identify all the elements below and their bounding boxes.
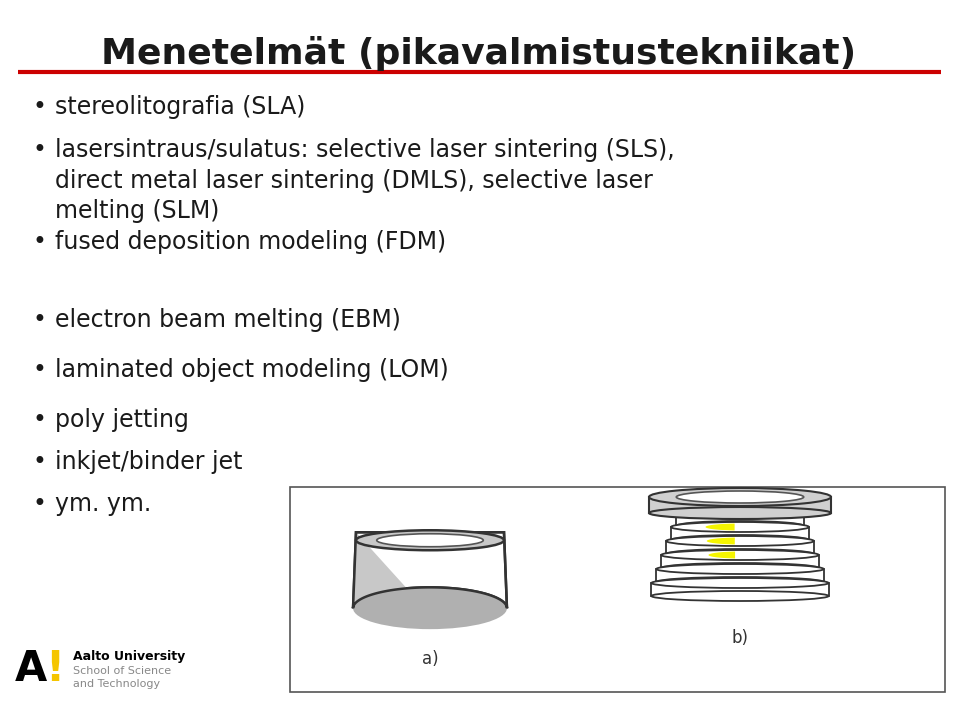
Ellipse shape — [651, 578, 829, 588]
Text: •: • — [32, 450, 46, 474]
Text: •: • — [32, 230, 46, 254]
Polygon shape — [671, 527, 809, 540]
Polygon shape — [662, 555, 819, 568]
Polygon shape — [353, 532, 465, 609]
Text: Menetelmät (pikavalmistustekniikat): Menetelmät (pikavalmistustekniikat) — [102, 36, 856, 71]
Ellipse shape — [656, 577, 824, 587]
Polygon shape — [667, 541, 814, 554]
Polygon shape — [353, 532, 507, 609]
Text: b): b) — [732, 629, 749, 647]
Text: ym. ym.: ym. ym. — [55, 492, 152, 516]
Ellipse shape — [651, 591, 829, 601]
Polygon shape — [706, 523, 735, 531]
Text: poly jetting: poly jetting — [55, 408, 189, 432]
Ellipse shape — [671, 522, 809, 532]
Ellipse shape — [676, 491, 804, 503]
Ellipse shape — [667, 549, 814, 559]
Text: •: • — [32, 95, 46, 119]
Ellipse shape — [656, 564, 824, 574]
Text: electron beam melting (EBM): electron beam melting (EBM) — [55, 308, 401, 332]
Text: fused deposition modeling (FDM): fused deposition modeling (FDM) — [55, 230, 446, 254]
Text: laminated object modeling (LOM): laminated object modeling (LOM) — [55, 358, 449, 382]
Text: a): a) — [422, 650, 438, 668]
Text: inkjet/binder jet: inkjet/binder jet — [55, 450, 243, 474]
Text: •: • — [32, 308, 46, 332]
Polygon shape — [649, 497, 831, 513]
Ellipse shape — [662, 563, 819, 573]
Polygon shape — [707, 538, 735, 544]
Text: A: A — [15, 648, 47, 690]
Text: Aalto University: Aalto University — [73, 650, 185, 663]
Text: •: • — [32, 358, 46, 382]
Ellipse shape — [377, 533, 483, 547]
Ellipse shape — [676, 508, 804, 518]
Ellipse shape — [649, 507, 831, 519]
Polygon shape — [656, 569, 824, 582]
Text: •: • — [32, 138, 46, 162]
Ellipse shape — [667, 536, 814, 546]
Text: stereolitografia (SLA): stereolitografia (SLA) — [55, 95, 305, 119]
Polygon shape — [709, 551, 735, 558]
Ellipse shape — [676, 521, 804, 531]
Text: lasersintraus/sulatus: selective laser sintering (SLS),
direct metal laser sinte: lasersintraus/sulatus: selective laser s… — [55, 138, 674, 223]
Ellipse shape — [356, 531, 504, 551]
Text: •: • — [32, 408, 46, 432]
Ellipse shape — [662, 550, 819, 560]
Polygon shape — [705, 510, 735, 516]
Text: School of Science
and Technology: School of Science and Technology — [73, 666, 171, 690]
Ellipse shape — [353, 587, 507, 629]
Ellipse shape — [671, 535, 809, 545]
Text: •: • — [32, 492, 46, 516]
Polygon shape — [676, 513, 804, 526]
Polygon shape — [651, 583, 829, 596]
Bar — [290, 487, 945, 692]
Ellipse shape — [649, 488, 831, 506]
Text: !: ! — [45, 648, 64, 690]
